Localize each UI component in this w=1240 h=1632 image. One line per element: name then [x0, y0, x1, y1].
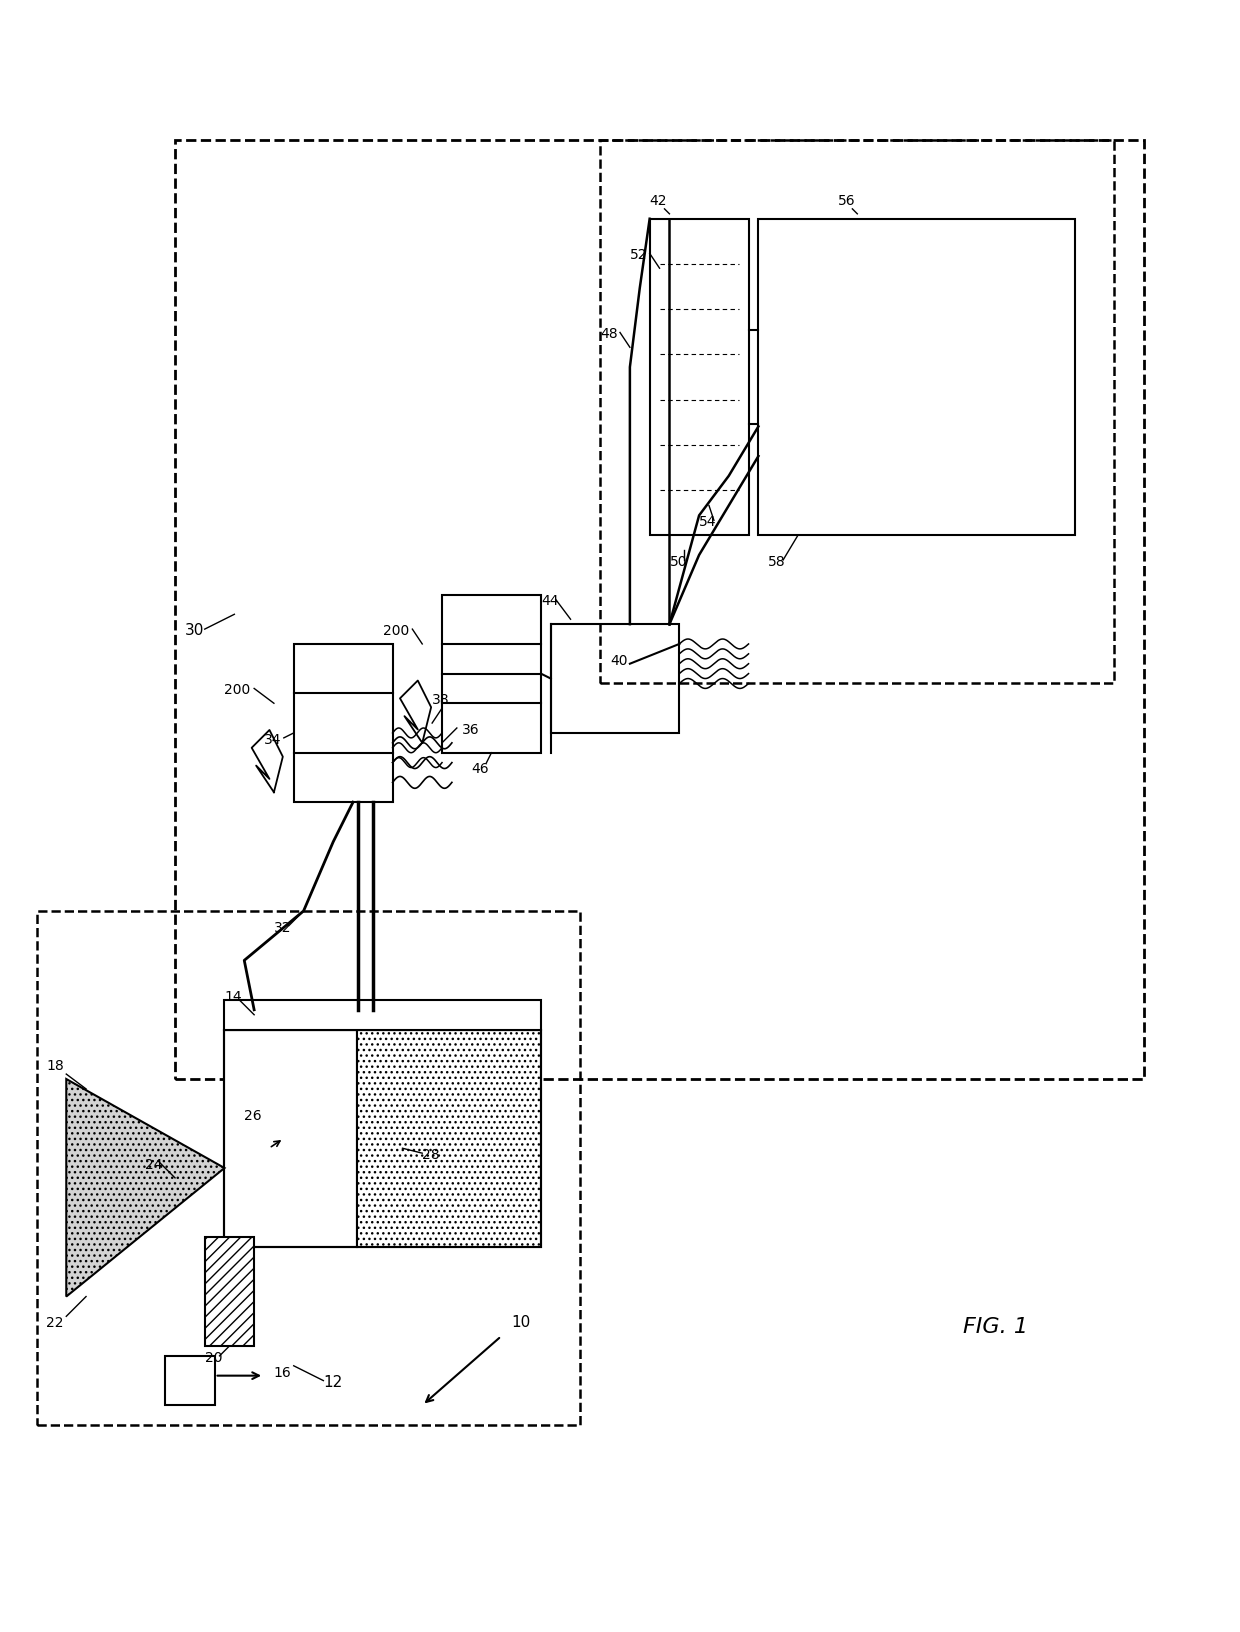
Bar [37, 911, 580, 1425]
Text: 200: 200 [224, 682, 250, 697]
Text: 16: 16 [274, 1364, 291, 1379]
Bar [357, 1030, 541, 1247]
Bar [441, 596, 541, 754]
Text: 20: 20 [205, 1350, 222, 1364]
Text: 46: 46 [471, 762, 490, 775]
Text: 10: 10 [511, 1314, 531, 1330]
Text: FIG. 1: FIG. 1 [963, 1317, 1028, 1337]
Text: 50: 50 [670, 555, 687, 568]
Bar [650, 220, 749, 535]
Text: 48: 48 [600, 326, 618, 341]
Text: 28: 28 [423, 1147, 440, 1162]
Text: 44: 44 [541, 594, 558, 609]
Text: 12: 12 [324, 1374, 342, 1389]
Bar [600, 140, 1115, 684]
Text: 58: 58 [769, 555, 786, 568]
Text: 14: 14 [224, 989, 242, 1004]
Bar [551, 625, 680, 733]
Bar [165, 1356, 215, 1405]
Bar [224, 1030, 357, 1247]
Bar [759, 220, 1075, 535]
Text: 24: 24 [145, 1157, 162, 1172]
Text: 36: 36 [461, 723, 480, 736]
Text: 34: 34 [264, 733, 281, 746]
Text: 40: 40 [610, 653, 627, 667]
Text: 56: 56 [837, 194, 856, 207]
Text: 32: 32 [274, 920, 291, 934]
Text: 42: 42 [650, 194, 667, 207]
Bar [175, 140, 1145, 1079]
Bar [294, 645, 393, 803]
Text: 54: 54 [699, 516, 717, 529]
Polygon shape [66, 1079, 224, 1297]
Bar [224, 1000, 541, 1030]
Text: 38: 38 [432, 694, 450, 707]
Text: 30: 30 [185, 623, 205, 638]
Bar [224, 1030, 541, 1247]
Text: 52: 52 [630, 248, 647, 263]
Text: 18: 18 [46, 1059, 64, 1072]
Bar [205, 1237, 254, 1346]
Text: 22: 22 [46, 1315, 64, 1330]
Text: 200: 200 [383, 623, 409, 638]
Text: 26: 26 [244, 1108, 262, 1121]
